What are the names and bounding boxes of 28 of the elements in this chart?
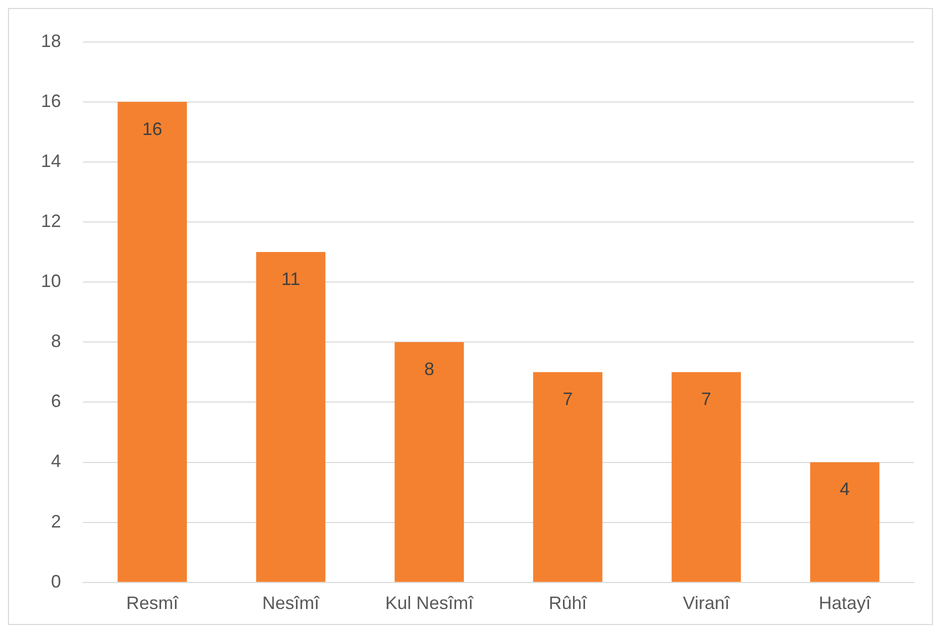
y-tick-label: 18 (40, 30, 62, 51)
y-tick-label: 14 (40, 150, 62, 171)
y-tick-label: 6 (51, 391, 62, 412)
bar (533, 372, 602, 582)
x-tick-label: Kul Nesîmî (385, 593, 474, 614)
x-tick-label: Rûhî (548, 593, 588, 614)
x-tick-label: Resmî (126, 593, 180, 614)
data-label: 11 (281, 269, 300, 289)
bar (672, 372, 741, 582)
y-tick-label: 2 (51, 511, 62, 532)
data-label: 8 (424, 359, 434, 380)
data-label: 7 (562, 389, 573, 410)
bar (256, 252, 326, 582)
bar (394, 342, 464, 582)
y-tick-label: 16 (40, 90, 62, 111)
bar (118, 102, 187, 582)
y-tick-label: 4 (51, 451, 62, 472)
x-tick-label: Viranî (682, 593, 731, 614)
y-tick-label: 12 (40, 210, 62, 231)
y-tick-label: 10 (40, 271, 62, 292)
x-tick-label: Nesîmî (262, 593, 320, 614)
bar (810, 462, 880, 582)
x-tick-label: Hatayî (818, 593, 872, 614)
y-tick-label: 0 (51, 571, 62, 592)
y-tick-label: 8 (51, 331, 62, 352)
data-label: 4 (840, 479, 850, 500)
data-label: 16 (142, 118, 162, 139)
data-label: 7 (701, 389, 712, 410)
